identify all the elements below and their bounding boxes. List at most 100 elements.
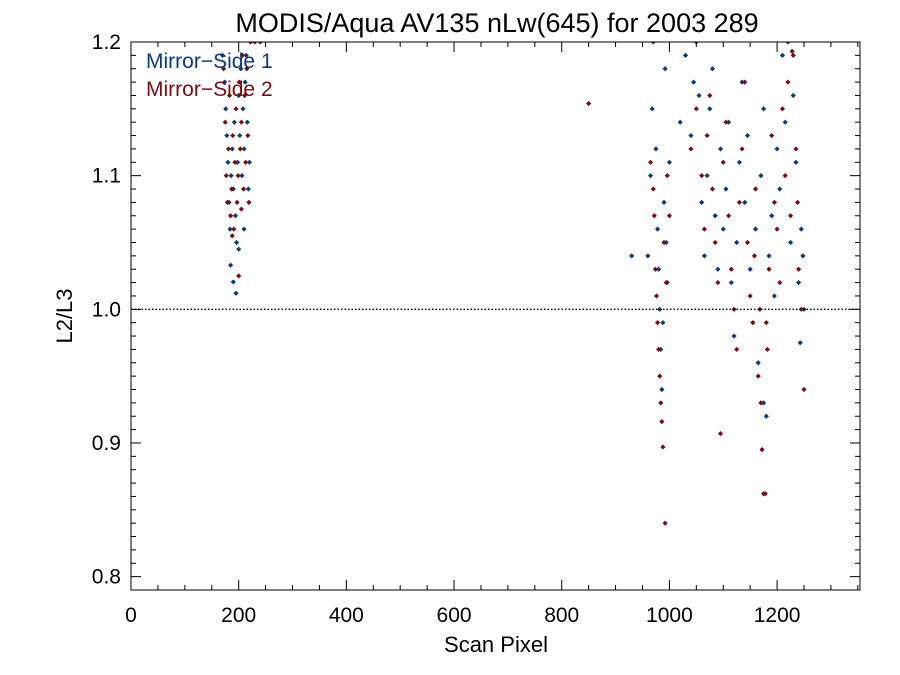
data-point-series-1	[755, 360, 761, 366]
data-point-series-1	[241, 146, 247, 152]
data-point-series-2	[688, 146, 694, 152]
data-point-series-2	[701, 226, 708, 232]
data-point-series-1	[654, 226, 661, 232]
data-point-series-2	[766, 266, 772, 272]
data-point-series-1	[239, 173, 245, 179]
y-axis-label: L2/L3	[52, 288, 77, 343]
data-point-series-2	[662, 520, 668, 526]
data-point-series-2	[653, 293, 660, 299]
x-tick-label: 1000	[646, 604, 693, 627]
data-point-series-2	[221, 66, 227, 72]
data-point-series-1	[242, 79, 248, 85]
data-points	[219, 42, 807, 526]
data-point-series-1	[236, 92, 242, 99]
data-point-series-2	[238, 206, 244, 212]
data-point-series-1	[766, 253, 772, 259]
data-point-series-1	[682, 52, 689, 58]
data-point-series-1	[691, 79, 697, 85]
data-point-series-2	[715, 279, 721, 286]
data-point-series-2	[228, 213, 234, 219]
data-point-series-1	[744, 132, 751, 139]
data-point-series-2	[744, 239, 751, 246]
data-point-series-2	[707, 92, 713, 99]
data-point-series-1	[230, 279, 236, 285]
data-point-series-1	[629, 253, 635, 259]
data-point-series-2	[652, 266, 659, 272]
data-point-series-2	[699, 173, 705, 179]
data-point-series-2	[728, 266, 734, 272]
data-point-series-1	[715, 266, 721, 272]
data-point-series-2	[657, 373, 663, 379]
data-point-series-2	[787, 213, 794, 219]
data-point-series-1	[677, 119, 683, 125]
data-point-series-1	[785, 42, 791, 45]
data-point-series-2	[793, 146, 799, 152]
data-point-series-1	[237, 132, 243, 139]
data-point-series-1	[800, 253, 806, 259]
data-point-series-2	[742, 79, 748, 85]
data-point-series-2	[237, 146, 243, 152]
data-point-series-1	[779, 52, 786, 58]
y-tick-label: 1.0	[92, 298, 121, 321]
data-point-series-2	[658, 400, 664, 406]
data-point-series-1	[219, 52, 226, 58]
data-point-series-2	[224, 199, 230, 205]
data-point-series-1	[229, 146, 235, 152]
data-point-series-1	[650, 42, 656, 45]
data-point-series-2	[234, 199, 240, 205]
data-point-series-2	[747, 293, 753, 299]
data-point-series-1	[228, 262, 234, 268]
data-point-series-2	[230, 132, 236, 139]
data-point-series-1	[228, 173, 234, 179]
data-point-series-2	[758, 400, 764, 406]
data-point-series-1	[645, 253, 651, 259]
data-point-series-2	[774, 226, 780, 232]
data-point-series-1	[734, 239, 740, 246]
data-point-series-2	[764, 346, 770, 353]
data-point-series-1	[660, 320, 666, 326]
data-point-series-1	[649, 106, 655, 112]
data-point-series-1	[728, 279, 734, 286]
data-point-series-2	[664, 173, 670, 179]
data-point-series-2	[789, 48, 795, 54]
data-point-series-1	[782, 119, 788, 125]
data-point-series-2	[779, 106, 786, 112]
data-point-series-1	[774, 146, 780, 152]
data-point-series-2	[777, 279, 783, 286]
data-point-series-2	[586, 100, 592, 107]
data-point-series-2	[257, 42, 263, 45]
data-point-series-2	[762, 491, 768, 497]
x-tick-label: 600	[437, 604, 472, 627]
data-point-series-1	[777, 186, 783, 192]
x-tick-label: 200	[221, 604, 256, 627]
data-point-series-1	[707, 106, 713, 112]
data-point-series-2	[794, 199, 801, 205]
data-point-series-1	[223, 106, 229, 112]
x-tick-label: 800	[544, 604, 579, 627]
data-point-series-2	[693, 106, 699, 112]
data-point-series-1	[233, 239, 240, 246]
data-point-series-2	[659, 418, 665, 425]
data-point-series-2	[790, 52, 796, 58]
data-point-series-1	[709, 66, 716, 72]
data-point-series-1	[232, 213, 239, 219]
data-point-series-2	[709, 186, 716, 192]
data-point-series-1	[647, 173, 654, 179]
data-point-series-1	[761, 400, 767, 406]
data-point-series-1	[739, 79, 745, 85]
y-tick-label: 0.9	[92, 432, 121, 455]
legend-entry-mirror-side-2: Mirror−Side 2	[146, 78, 273, 101]
data-point-series-2	[647, 159, 654, 165]
data-point-series-2	[801, 386, 807, 393]
data-point-series-1	[659, 386, 665, 393]
data-point-series-1	[662, 66, 668, 72]
data-point-series-2	[232, 159, 238, 165]
data-point-series-2	[769, 132, 775, 139]
x-tick-label: 400	[329, 604, 364, 627]
data-point-series-1	[798, 226, 804, 232]
data-point-series-2	[755, 373, 761, 379]
data-point-series-2	[660, 444, 666, 450]
data-point-series-2	[244, 66, 250, 72]
data-point-series-2	[231, 226, 237, 232]
